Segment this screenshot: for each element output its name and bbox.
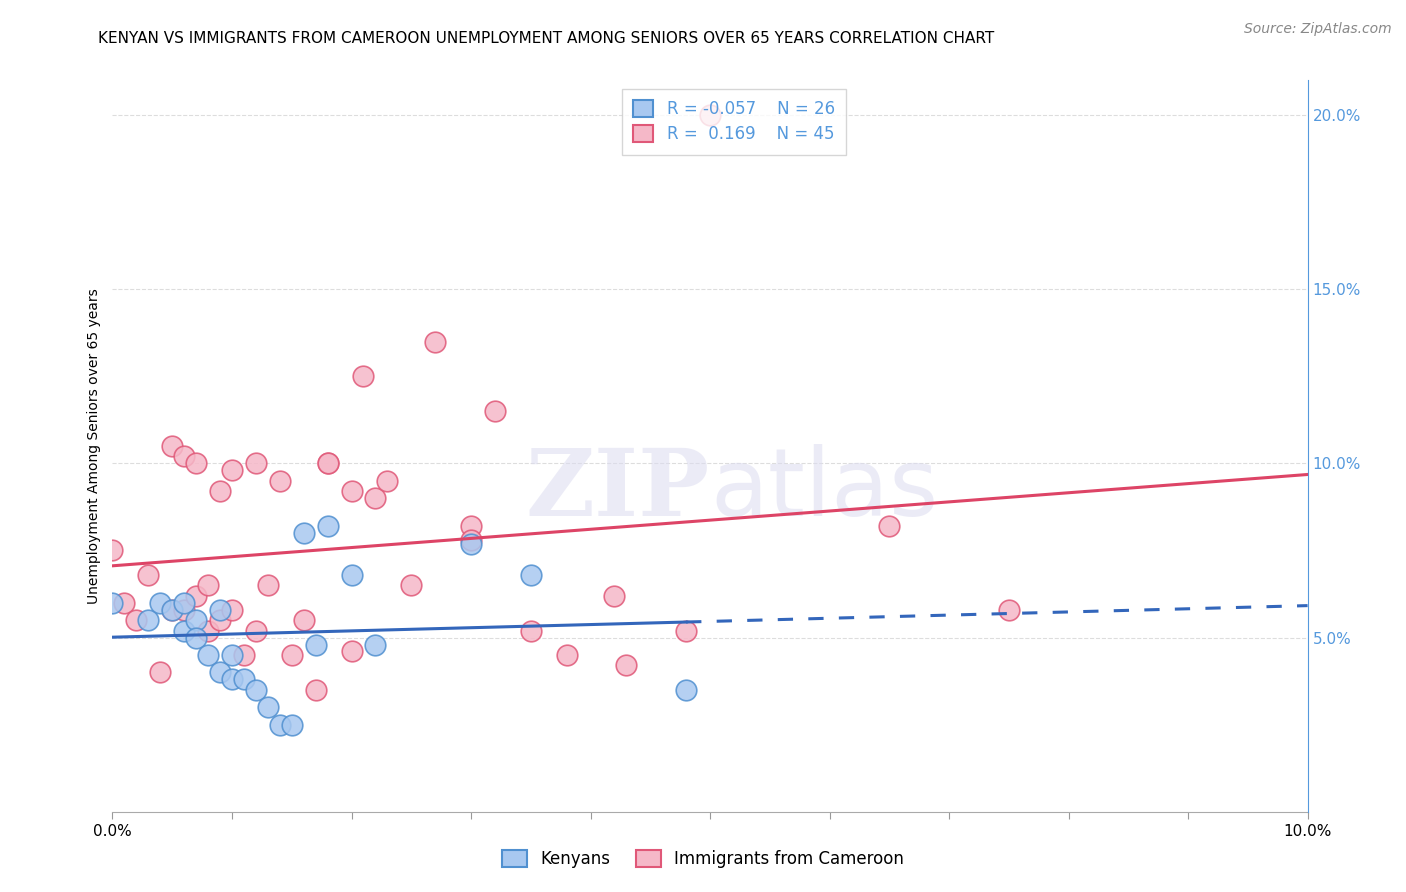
- Point: [425, 334, 447, 349]
- Point: [281, 648, 304, 662]
- Point: [209, 484, 232, 499]
- Point: [245, 624, 267, 638]
- Point: [401, 578, 423, 592]
- Point: [173, 603, 195, 617]
- Point: [233, 648, 256, 662]
- Point: [233, 673, 256, 687]
- Point: [149, 665, 172, 680]
- Point: [257, 578, 280, 592]
- Point: [186, 457, 208, 471]
- Point: [340, 484, 363, 499]
- Point: [364, 638, 387, 652]
- Point: [699, 108, 721, 122]
- Point: [460, 519, 482, 533]
- Point: [173, 596, 195, 610]
- Point: [998, 603, 1021, 617]
- Point: [197, 578, 219, 592]
- Point: [114, 596, 135, 610]
- Point: [555, 648, 578, 662]
- Point: [162, 439, 183, 453]
- Point: [316, 457, 339, 471]
- Point: [221, 603, 243, 617]
- Point: [186, 589, 208, 603]
- Point: [197, 648, 219, 662]
- Point: [520, 624, 543, 638]
- Point: [616, 658, 638, 673]
- Y-axis label: Unemployment Among Seniors over 65 years: Unemployment Among Seniors over 65 years: [87, 288, 101, 604]
- Point: [138, 567, 160, 582]
- Point: [257, 700, 280, 714]
- Text: ZIP: ZIP: [526, 445, 710, 535]
- Point: [197, 624, 219, 638]
- Point: [186, 631, 208, 645]
- Text: Source: ZipAtlas.com: Source: ZipAtlas.com: [1244, 22, 1392, 37]
- Point: [173, 624, 195, 638]
- Point: [209, 665, 232, 680]
- Point: [209, 613, 232, 627]
- Point: [101, 596, 124, 610]
- Point: [603, 589, 626, 603]
- Point: [221, 463, 243, 477]
- Point: [269, 474, 291, 488]
- Point: [138, 613, 160, 627]
- Point: [221, 648, 243, 662]
- Point: [484, 404, 506, 418]
- Point: [675, 624, 697, 638]
- Legend: R = -0.057    N = 26, R =  0.169    N = 45: R = -0.057 N = 26, R = 0.169 N = 45: [621, 88, 846, 155]
- Text: atlas: atlas: [710, 444, 938, 536]
- Point: [340, 644, 363, 658]
- Point: [292, 613, 315, 627]
- Point: [162, 603, 183, 617]
- Point: [460, 536, 482, 550]
- Point: [879, 519, 901, 533]
- Point: [675, 682, 697, 697]
- Point: [353, 369, 375, 384]
- Point: [162, 603, 183, 617]
- Point: [305, 682, 328, 697]
- Point: [245, 682, 267, 697]
- Point: [221, 673, 243, 687]
- Point: [281, 717, 304, 731]
- Legend: Kenyans, Immigrants from Cameroon: Kenyans, Immigrants from Cameroon: [495, 843, 911, 875]
- Point: [245, 457, 267, 471]
- Point: [316, 457, 339, 471]
- Point: [340, 567, 363, 582]
- Point: [460, 533, 482, 547]
- Text: KENYAN VS IMMIGRANTS FROM CAMEROON UNEMPLOYMENT AMONG SENIORS OVER 65 YEARS CORR: KENYAN VS IMMIGRANTS FROM CAMEROON UNEMP…: [98, 31, 994, 46]
- Point: [186, 613, 208, 627]
- Point: [364, 491, 387, 506]
- Point: [305, 638, 328, 652]
- Point: [377, 474, 399, 488]
- Point: [149, 596, 172, 610]
- Point: [269, 717, 291, 731]
- Point: [316, 519, 339, 533]
- Point: [101, 543, 124, 558]
- Point: [209, 603, 232, 617]
- Point: [125, 613, 148, 627]
- Point: [173, 450, 195, 464]
- Point: [520, 567, 543, 582]
- Point: [292, 526, 315, 541]
